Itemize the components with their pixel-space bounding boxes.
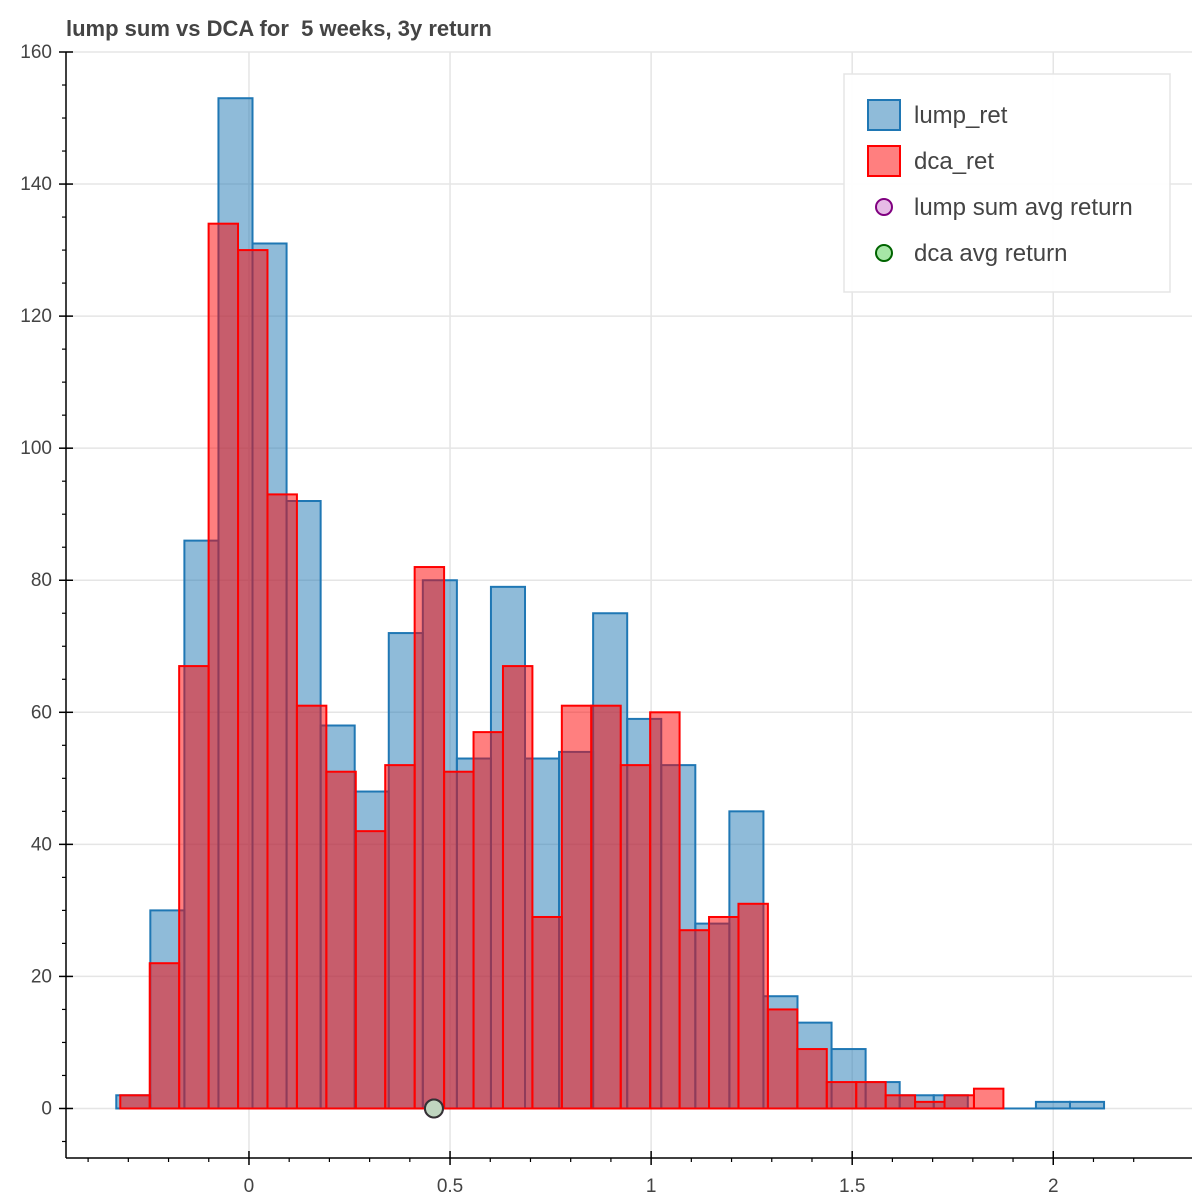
legend-lump-ret-swatch <box>867 99 901 131</box>
lump-ret-bar-27 <box>1034 1100 1071 1110</box>
dca-ret-bar-21 <box>737 902 769 1110</box>
dca-ret-bar-17 <box>619 764 652 1110</box>
dca-ret-bar-27 <box>914 1100 946 1110</box>
dca-ret-bar-7 <box>325 770 357 1110</box>
dca-ret-bar-16 <box>590 704 622 1110</box>
dca-ret-bar-6 <box>295 704 328 1110</box>
dca-ret-bar-1 <box>148 962 181 1110</box>
dca-ret-bar-22 <box>766 1008 799 1110</box>
legend-dca-avg-swatch <box>875 244 893 262</box>
dca-ret-bar-3 <box>207 222 240 1110</box>
lump-ret-bar-28 <box>1068 1100 1106 1110</box>
dca-ret-bar-25 <box>855 1081 887 1110</box>
dca-ret-bar-4 <box>237 249 269 1110</box>
dca-ret-bar-26 <box>884 1094 917 1110</box>
y-tick-label-2: 40 <box>31 834 52 855</box>
y-tick-label-6: 120 <box>20 306 52 327</box>
dca-ret-bar-20 <box>708 915 740 1110</box>
avg-markers <box>423 1098 444 1119</box>
dca-ret-bar-11 <box>443 770 475 1110</box>
y-tick-label-8: 160 <box>20 42 52 63</box>
dca-ret-bar-18 <box>649 711 681 1110</box>
dca-ret-bar-19 <box>678 929 711 1110</box>
y-tick-label-5: 100 <box>20 438 52 459</box>
legend-lump-avg-label: lump sum avg return <box>914 194 1133 221</box>
dca-ret-bar-10 <box>413 566 446 1110</box>
y-tick-label-4: 80 <box>31 570 52 591</box>
legend-lump-avg-swatch <box>875 198 893 216</box>
dca-ret-bar-2 <box>178 665 210 1110</box>
legend-dca-ret-swatch <box>867 145 901 177</box>
dca-ret-bar-8 <box>354 830 387 1110</box>
y-tick-label-0: 0 <box>41 1098 52 1119</box>
y-tick-label-7: 140 <box>20 174 52 195</box>
x-tick-label-4: 2 <box>1048 1176 1059 1197</box>
dca-ret-bar-5 <box>266 493 298 1110</box>
dca-ret-bar-29 <box>972 1087 1005 1110</box>
y-tick-label-1: 20 <box>31 966 52 987</box>
dca-ret-bar-15 <box>560 704 593 1110</box>
chart-title: lump sum vs DCA for 5 weeks, 3y return <box>66 16 492 41</box>
dca-ret-bar-13 <box>501 665 534 1110</box>
x-tick-label-0: 0 <box>244 1176 255 1197</box>
legend-lump-ret-label: lump_ret <box>914 102 1008 129</box>
dca-ret-bars <box>119 222 1005 1110</box>
dca-ret-bar-0 <box>119 1094 151 1110</box>
legend-dca-ret-label: dca_ret <box>914 148 994 175</box>
dca-ret-bar-28 <box>943 1094 975 1110</box>
x-tick-label-1: 0.5 <box>437 1176 463 1197</box>
dca-ret-bar-9 <box>384 764 416 1110</box>
dca-ret-bar-24 <box>825 1081 858 1110</box>
dca-ret-bar-14 <box>531 915 563 1110</box>
dca-ret-bar-23 <box>796 1048 828 1110</box>
legend-dca-avg-label: dca avg return <box>914 240 1067 267</box>
dca-avg-marker <box>423 1098 444 1119</box>
y-tick-label-3: 60 <box>31 702 52 723</box>
x-tick-label-3: 1.5 <box>839 1176 865 1197</box>
axes-layer: 0 20 40 60 80 100 120 140 160 0 0.5 1 1.5 2 <box>20 42 1192 1197</box>
x-tick-label-2: 1 <box>646 1176 657 1197</box>
dca-ret-bar-12 <box>472 731 504 1110</box>
